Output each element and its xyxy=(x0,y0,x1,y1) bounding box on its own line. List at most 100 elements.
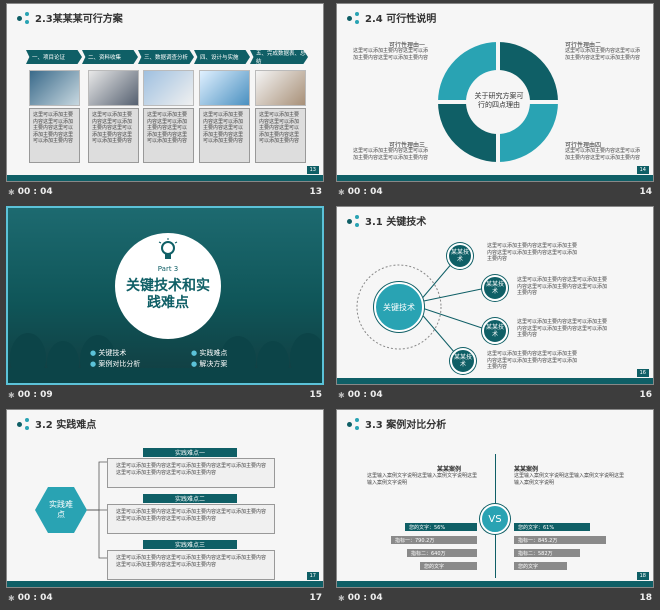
left-bar-3: 指标二：640万 xyxy=(407,549,477,557)
slide-timing: 00 : 04 xyxy=(17,593,53,603)
tech-text-4: 这里可以添加主要内容这里可以添加主要内容这里可以添加主要内容这里可以添加主要内容 xyxy=(487,351,578,370)
slide-timing: 00 : 04 xyxy=(347,593,383,603)
left-bar-1: 您的文字：56% xyxy=(405,523,477,531)
slide-timing: 00 : 04 xyxy=(347,187,383,197)
slide-thumbnail-16[interactable]: 3.1 关键技术 关键技术 某某技术 某某技术 某某技术 某某技术 这里可以添加… xyxy=(330,203,660,406)
reason-3-text: 这里可以添加主要内容这里可以添加主要内容这里可以添加主要内容 xyxy=(353,148,429,161)
slide-header: 3.2 实践难点 xyxy=(17,416,96,431)
molecule-icon xyxy=(347,11,361,24)
slide-number: 18 xyxy=(639,593,652,603)
slide-number: 15 xyxy=(309,390,322,400)
vs-badge: VS xyxy=(480,504,510,534)
tech-node-4: 某某技术 xyxy=(450,348,476,374)
photo-2 xyxy=(88,70,139,106)
slide-thumbnail-18[interactable]: 3.3 案例对比分析 VS 某某案例 这里输入案例文字说明这里输入案例文字说明这… xyxy=(330,406,660,609)
step-4: 四、设计与实施 xyxy=(194,50,250,64)
bullet-icon: ● xyxy=(90,349,99,357)
reason-1-text: 这里可以添加主要内容这里可以添加主要内容这里可以添加主要内容 xyxy=(353,48,429,61)
slide-number: 14 xyxy=(639,187,652,197)
hexagon-shape xyxy=(35,487,87,533)
slide-thumbnail-13[interactable]: 2.3某某某可行方案 一、项目论证 二、资料收集 三、数据调查分析 四、设计与实… xyxy=(0,0,330,203)
right-bar-4: 您的文字 xyxy=(514,562,567,570)
reason-4-text: 这里可以添加主要内容这里可以添加主要内容这里可以添加主要内容 xyxy=(565,148,641,161)
right-bar-1: 您的文字：61% xyxy=(514,523,590,531)
transition-icon: ✱ xyxy=(338,187,345,197)
ring-chart xyxy=(434,38,562,166)
connector-lines xyxy=(85,461,107,559)
transition-icon: ✱ xyxy=(8,593,15,603)
photo-5 xyxy=(255,70,306,106)
right-case-title: 某某案例 xyxy=(514,466,539,473)
section-item-1: ● 关键技术 xyxy=(90,349,127,357)
right-case-text: 这里输入案例文字说明这里输入案例文字说明这里输入案例文字说明 xyxy=(514,473,625,486)
slide-header: 3.1 关键技术 xyxy=(347,213,426,228)
slide-thumbnail-15[interactable]: Part 3 关键技术和实践难点 ● 关键技术 ● 实践难点 ● 案例对比分析 … xyxy=(0,203,330,406)
slide-footer xyxy=(337,175,653,181)
difficulty-box-3: 这里可以添加主要内容这里可以添加主要内容这里可以添加主要内容这里可以添加主要内容… xyxy=(107,550,275,580)
tech-text-3: 这里可以添加主要内容这里可以添加主要内容这里可以添加主要内容这里可以添加主要内容 xyxy=(517,319,608,338)
part-label: Part 3 xyxy=(157,265,179,273)
slide-footer xyxy=(7,175,323,181)
difficulty-label-1: 实践难点一 xyxy=(143,448,237,457)
text-box-5: 这里可以添加主要内容这里可以添加主要内容这里可以添加主要内容这里可以添加主要内容 xyxy=(255,108,306,163)
graduation-crowd-background xyxy=(8,333,322,383)
slide-timing: 00 : 09 xyxy=(17,390,53,400)
transition-icon: ✱ xyxy=(338,390,345,400)
slide-page-number: 17 xyxy=(306,572,319,580)
photo-1 xyxy=(29,70,80,106)
slide-thumbnail-14[interactable]: 2.4 可行性说明 关于研究方案可行的四点理由 可行性理由一 这里可以添加主要内… xyxy=(330,0,660,203)
bullet-icon: ● xyxy=(90,360,99,368)
transition-icon: ✱ xyxy=(338,593,345,603)
section-item-4: ● 解决方案 xyxy=(191,360,228,368)
molecule-icon xyxy=(17,417,31,430)
step-5: 五、完成数据表、总结 xyxy=(250,50,308,64)
slide-number: 17 xyxy=(309,593,322,603)
molecule-icon xyxy=(347,214,361,227)
slide-page-number: 14 xyxy=(636,166,649,174)
text-box-2: 这里可以添加主要内容这里可以添加主要内容这里可以添加主要内容这里可以添加主要内容 xyxy=(88,108,139,163)
text-box-4: 这里可以添加主要内容这里可以添加主要内容这里可以添加主要内容这里可以添加主要内容 xyxy=(199,108,250,163)
tech-node-3: 某某技术 xyxy=(482,318,508,344)
lightbulb-icon xyxy=(158,238,178,259)
key-tech-center: 关键技术 xyxy=(374,282,424,332)
difficulty-label-2: 实践难点二 xyxy=(143,494,237,503)
text-box-1: 这里可以添加主要内容这里可以添加主要内容这里可以添加主要内容这里可以添加主要内容 xyxy=(29,108,80,163)
right-bar-2: 指标一：845.2万 xyxy=(514,536,606,544)
transition-icon: ✱ xyxy=(8,187,15,197)
reason-4-title: 可行性理由四 xyxy=(565,142,602,149)
section-item-2: ● 实践难点 xyxy=(191,349,228,357)
reason-3-title: 可行性理由三 xyxy=(389,142,426,149)
molecule-icon xyxy=(347,417,361,430)
bullet-icon: ● xyxy=(191,349,200,357)
molecule-icon xyxy=(17,11,31,24)
slide-page-number: 18 xyxy=(636,572,649,580)
slide-page-number: 13 xyxy=(306,166,319,174)
bullet-icon: ● xyxy=(191,360,200,368)
transition-icon: ✱ xyxy=(8,390,15,400)
slide-number: 16 xyxy=(639,390,652,400)
difficulty-box-2: 这里可以添加主要内容这里可以添加主要内容这里可以添加主要内容这里可以添加主要内容… xyxy=(107,504,275,534)
section-title: 关键技术和实践难点 xyxy=(126,278,210,311)
text-box-3: 这里可以添加主要内容这里可以添加主要内容这里可以添加主要内容这里可以添加主要内容 xyxy=(143,108,194,163)
slide-number: 13 xyxy=(309,187,322,197)
title-circle xyxy=(115,233,221,339)
slide-footer xyxy=(7,581,323,587)
slide-thumbnail-17[interactable]: 3.2 实践难点 实践难点 这里可以添加主要内容这里可以添加主要内容这里可以添加… xyxy=(0,406,330,609)
reason-2-text: 这里可以添加主要内容这里可以添加主要内容这里可以添加主要内容 xyxy=(565,48,641,61)
tech-node-1: 某某技术 xyxy=(447,243,473,269)
difficulty-box-1: 这里可以添加主要内容这里可以添加主要内容这里可以添加主要内容这里可以添加主要内容… xyxy=(107,458,275,488)
slide-header: 2.3某某某可行方案 xyxy=(17,10,123,25)
reason-1-title: 可行性理由一 xyxy=(389,42,426,49)
left-case-text: 这里输入案例文字说明这里输入案例文字说明这里输入案例文字说明 xyxy=(367,473,478,486)
difficulty-label-3: 实践难点三 xyxy=(143,540,237,549)
slide-timing: 00 : 04 xyxy=(347,390,383,400)
ring-center-text: 关于研究方案可行的四点理由 xyxy=(474,92,524,109)
photo-4 xyxy=(199,70,250,106)
tech-text-2: 这里可以添加主要内容这里可以添加主要内容这里可以添加主要内容这里可以添加主要内容 xyxy=(517,277,608,296)
slide-page-number: 16 xyxy=(636,369,649,377)
left-bar-4: 您的文字 xyxy=(420,562,477,570)
slide-header: 3.3 案例对比分析 xyxy=(347,416,446,431)
step-1: 一、项目论证 xyxy=(26,50,82,64)
right-bar-3: 指标二：582万 xyxy=(514,549,580,557)
slide-footer xyxy=(337,581,653,587)
